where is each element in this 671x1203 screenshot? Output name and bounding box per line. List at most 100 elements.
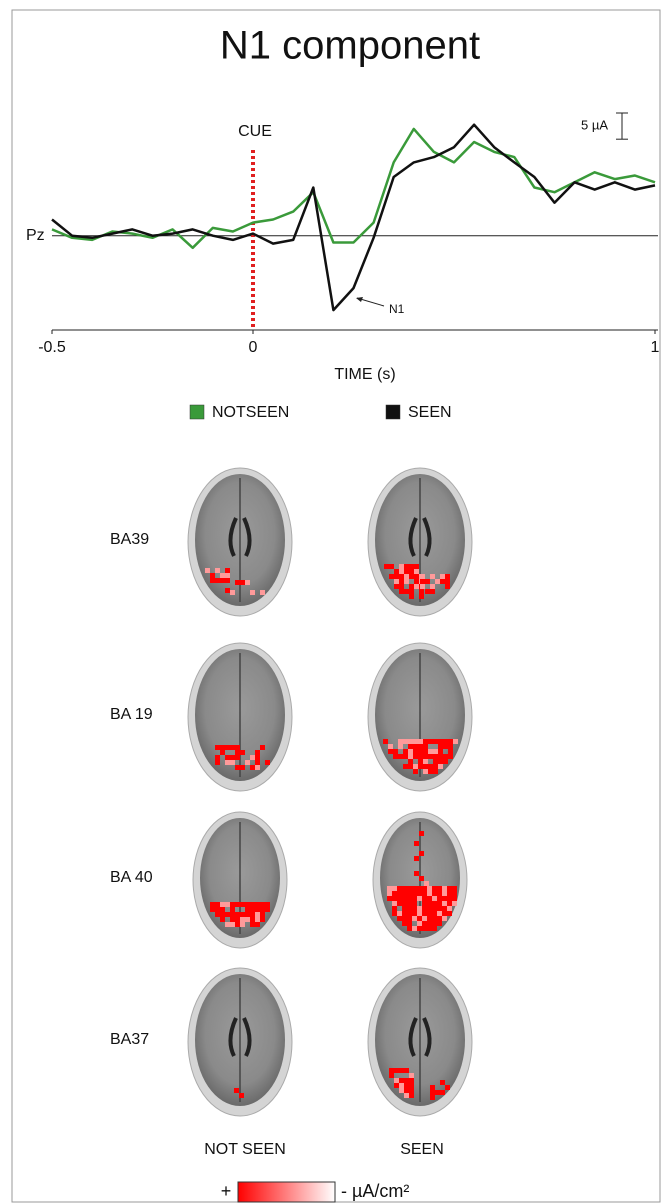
activation [404,1078,409,1083]
activation [245,902,250,907]
activation [250,765,255,770]
activation [250,912,255,917]
column-label: SEEN [400,1141,444,1158]
activation [394,1078,399,1083]
legend-swatch [385,404,401,420]
activation [409,574,414,579]
activation [409,584,414,589]
activation [414,871,419,876]
activation [235,912,240,917]
activation [417,906,422,911]
activation [422,886,427,891]
activation [260,907,265,912]
activation [407,901,412,906]
activation [443,739,448,744]
activation [437,896,442,901]
activation [422,891,427,896]
activation [205,568,210,573]
activation [428,764,433,769]
activation [452,886,457,891]
activation [255,922,260,927]
activation [422,901,427,906]
activation [432,901,437,906]
series-line [51,123,656,312]
activation [427,921,432,926]
activation [413,769,418,774]
activation [402,886,407,891]
activation [402,901,407,906]
activation [423,749,428,754]
activation [389,574,394,579]
activation [433,764,438,769]
activation [404,579,409,584]
activation [443,744,448,749]
activation [215,912,220,917]
activation [437,901,442,906]
activation [399,574,404,579]
ventricle [408,517,432,557]
series-line [51,127,656,250]
activation [397,886,402,891]
activation [447,901,452,906]
activation [433,739,438,744]
cue-label: CUE [238,123,272,140]
activation [387,886,392,891]
activation [250,907,255,912]
activation [392,906,397,911]
row-label: BA 19 [110,706,153,723]
activation [427,926,432,931]
activation [413,739,418,744]
activation [428,739,433,744]
activation [250,590,255,595]
activation [210,573,215,578]
row-label: BA39 [110,531,149,548]
activation [419,594,424,599]
activation [414,574,419,579]
legend-swatch [189,404,205,420]
activation [423,769,428,774]
activation [452,896,457,901]
activation [225,922,230,927]
activation [230,902,235,907]
activation [399,1088,404,1093]
activation [437,906,442,911]
activation [399,1083,404,1088]
activation [404,569,409,574]
activation [215,745,220,750]
activation [452,891,457,896]
activation [438,739,443,744]
activation [432,911,437,916]
activation [419,831,424,836]
activation [239,1093,244,1098]
activation [432,891,437,896]
activation [432,906,437,911]
activation [402,921,407,926]
activation [425,579,430,584]
activation [447,896,452,901]
activation [394,574,399,579]
activation [407,906,412,911]
activation [398,739,403,744]
activation [387,891,392,896]
activation [215,578,220,583]
activation [418,749,423,754]
activation [407,911,412,916]
activation [394,584,399,589]
activation [414,841,419,846]
activation [430,574,435,579]
activation [438,754,443,759]
activation [412,916,417,921]
baseline-label: Pz [26,227,45,244]
activation [394,1083,399,1088]
scale-bar-label: 5 µA [581,117,608,132]
activation [399,1078,404,1083]
activation [235,750,240,755]
activation [255,902,260,907]
activation [397,891,402,896]
activation [250,922,255,927]
activation [235,580,240,585]
activation [440,1080,445,1085]
activation [403,749,408,754]
activation [255,760,260,765]
row-label: BA37 [110,1031,149,1048]
